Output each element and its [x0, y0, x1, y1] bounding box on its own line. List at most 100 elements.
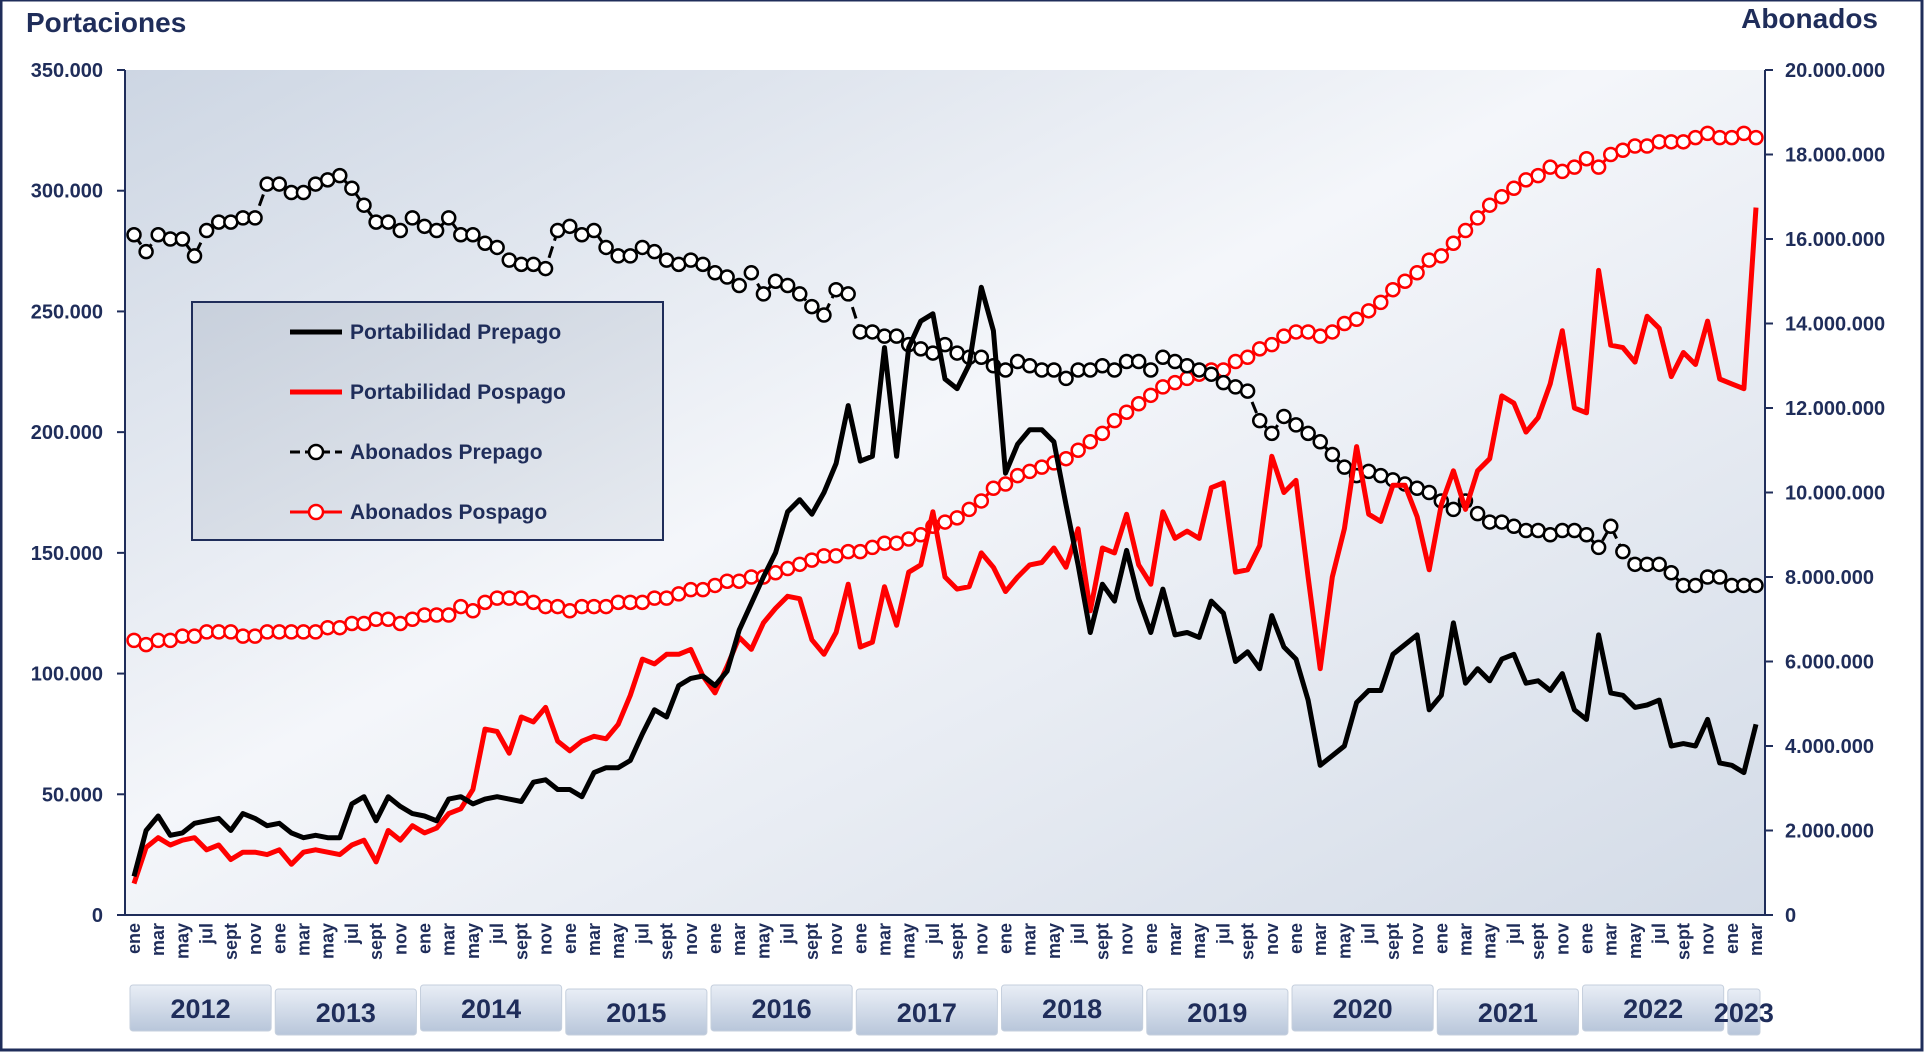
x-tick-label: nov: [1552, 923, 1572, 955]
data-point: [1711, 569, 1728, 585]
x-tick-label: ene: [705, 923, 725, 954]
data-point: [1264, 336, 1280, 353]
data-point: [1143, 387, 1159, 404]
y2-tick-label: 16.000.000: [1785, 229, 1885, 251]
x-tick-label: nov: [245, 923, 265, 955]
data-point: [1264, 425, 1280, 442]
x-tick-label: sept: [1238, 923, 1258, 960]
data-point: [1070, 442, 1086, 458]
data-point: [392, 222, 409, 239]
data-point: [537, 260, 554, 277]
data-point: [1506, 180, 1522, 197]
data-point: [1300, 425, 1316, 442]
x-tick-label: nov: [1262, 923, 1282, 955]
data-point: [186, 248, 203, 264]
right-axis-title: Abonados: [1741, 3, 1878, 34]
x-tick-label: may: [1625, 923, 1645, 959]
data-point: [1421, 484, 1437, 501]
x-tick-label: ene: [1722, 923, 1742, 954]
year-label: 2018: [1042, 994, 1102, 1024]
x-tick-label: ene: [269, 923, 289, 954]
data-point: [1118, 404, 1135, 420]
x-tick-label: ene: [1577, 923, 1597, 954]
data-point: [428, 222, 445, 239]
data-point: [755, 286, 772, 302]
year-label: 2013: [316, 998, 376, 1028]
data-point: [1578, 527, 1595, 543]
year-box: [1727, 988, 1761, 1036]
data-point: [1530, 167, 1546, 184]
x-tick-label: jul: [778, 923, 798, 945]
data-point: [1445, 501, 1462, 518]
x-tick-label: sept: [1092, 923, 1112, 960]
data-point: [1324, 324, 1341, 340]
series: [131, 207, 1759, 885]
x-tick-label: may: [899, 923, 919, 959]
data-point: [598, 239, 614, 256]
data-point: [1276, 408, 1292, 425]
data-point: [1373, 294, 1389, 311]
data-point: [840, 286, 856, 302]
data-point: [1602, 518, 1619, 535]
data-point: [804, 298, 820, 315]
y2-tick-label: 10.000.000: [1785, 483, 1885, 505]
data-point: [791, 286, 808, 302]
data-point: [1288, 417, 1304, 433]
year-box: [1001, 984, 1144, 1032]
data-point: [1360, 303, 1377, 319]
legend-label: Abonados Prepago: [350, 441, 543, 464]
data-point: [1130, 396, 1147, 412]
data-point: [779, 277, 796, 294]
x-tick-label: sept: [657, 923, 677, 960]
data-point: [198, 222, 215, 239]
x-tick-label: jul: [1504, 923, 1524, 945]
data-point: [622, 248, 639, 264]
data-point: [997, 476, 1014, 492]
data-point: [1590, 159, 1607, 175]
data-point: [1239, 349, 1256, 366]
x-tick-label: may: [318, 923, 338, 959]
data-point: [1433, 248, 1450, 264]
legend-label: Abonados Pospago: [350, 501, 547, 524]
data-point: [997, 362, 1014, 378]
x-tick-label: mar: [439, 923, 459, 956]
year-label: 2020: [1333, 994, 1393, 1024]
year-label: 2016: [752, 994, 812, 1024]
year-box: [1582, 984, 1725, 1032]
year-label: 2017: [897, 998, 957, 1028]
data-point: [816, 307, 832, 323]
x-tick-label: nov: [390, 923, 410, 955]
data-point: [1058, 450, 1074, 467]
data-point: [1469, 210, 1486, 226]
x-tick-label: ene: [1286, 923, 1306, 954]
data-point: [1385, 281, 1401, 298]
x-tick-label: sept: [511, 923, 531, 960]
data-point: [731, 277, 747, 294]
y-tick-label: 150.000: [31, 543, 103, 565]
data-point: [332, 167, 348, 184]
data-point: [973, 493, 990, 509]
series-line: [131, 284, 1759, 878]
x-tick-label: mar: [148, 923, 168, 956]
y2-tick-label: 18.000.000: [1785, 145, 1885, 167]
year-label: 2022: [1623, 994, 1683, 1024]
x-tick-label: ene: [1141, 923, 1161, 954]
data-point: [888, 328, 905, 344]
year-box: [855, 988, 998, 1036]
x-tick-label: jul: [1649, 923, 1669, 945]
data-point: [247, 210, 263, 226]
data-point: [465, 227, 481, 243]
data-point: [646, 243, 663, 260]
y2-tick-label: 0: [1785, 905, 1796, 927]
series: [126, 125, 1764, 653]
y-tick-label: 200.000: [31, 422, 103, 444]
data-point: [1082, 434, 1099, 450]
data-point: [271, 176, 288, 192]
x-tick-label: sept: [1528, 923, 1548, 960]
x-tick-label: nov: [1407, 923, 1427, 955]
x-tick-label: sept: [947, 923, 967, 960]
year-box: [565, 988, 708, 1036]
data-point: [1566, 159, 1583, 175]
x-tick-label: may: [463, 923, 483, 959]
